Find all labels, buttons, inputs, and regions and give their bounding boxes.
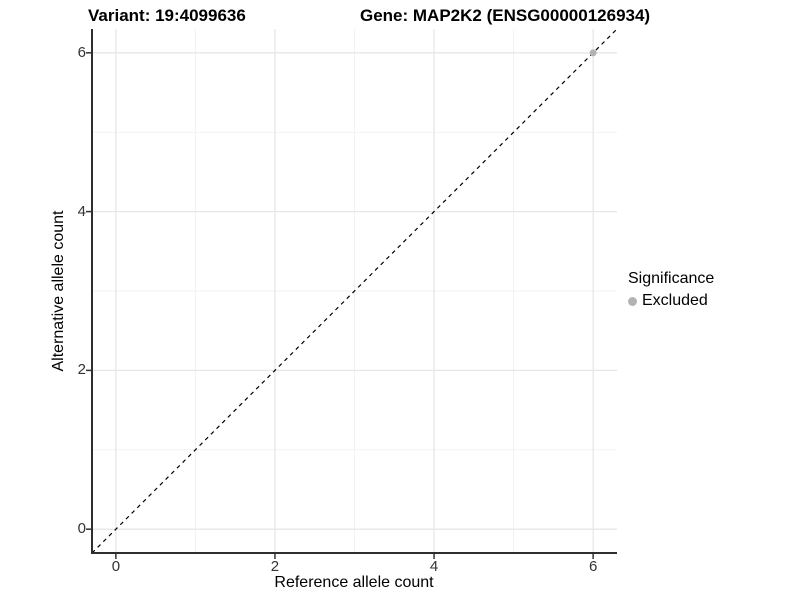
- y-axis-title: Alternative allele count: [50, 210, 67, 372]
- x-axis-title: Reference allele count: [274, 574, 434, 591]
- plot-title-variant: Variant: 19:4099636: [88, 6, 246, 25]
- legend-item-excluded: Excluded: [628, 292, 714, 310]
- x-tick-label: 2: [270, 558, 280, 575]
- x-tick-label: 0: [111, 558, 121, 575]
- y-tick-label: 4: [77, 202, 86, 220]
- legend-key-dot-icon: [628, 296, 637, 306]
- data-point: [589, 49, 597, 57]
- legend-item-label: Excluded: [642, 292, 708, 309]
- plot-title-gene: Gene: MAP2K2 (ENSG00000126934): [360, 6, 651, 25]
- y-tick-label: 2: [77, 361, 86, 379]
- identity-reference-line: [91, 28, 618, 554]
- x-tick-label: 6: [588, 558, 598, 575]
- x-tick-label: 4: [429, 558, 439, 575]
- legend-title: Significance: [628, 270, 715, 287]
- legend: Significance Excluded: [628, 270, 714, 310]
- y-tick-label: 6: [77, 43, 86, 61]
- y-tick-label: 0: [77, 520, 86, 538]
